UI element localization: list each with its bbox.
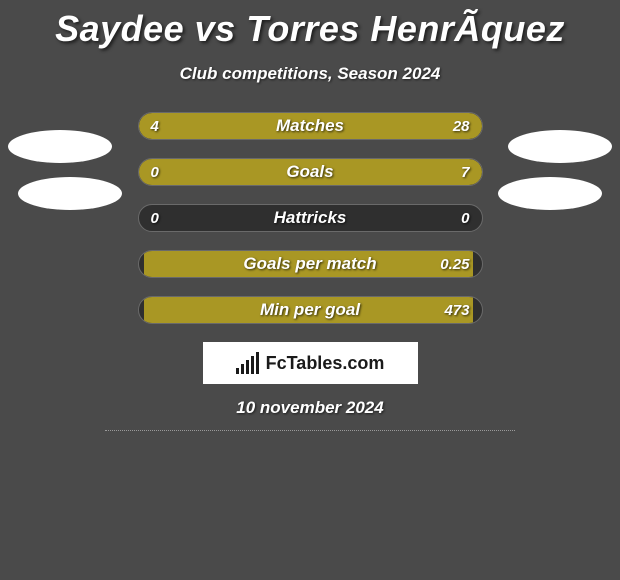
bar-value-left: 4	[151, 113, 159, 139]
comparison-card: Saydee vs Torres HenrÃ­quez Club competi…	[0, 0, 620, 431]
team-right-avatar	[498, 177, 602, 210]
stat-row: Hattricks0 0	[138, 204, 483, 232]
bar-label: Matches	[139, 113, 482, 139]
bar-value-left: 0	[151, 159, 159, 185]
stats-area: Matches428Goals07Hattricks00Goals per ma…	[0, 112, 620, 324]
subtitle: Club competitions, Season 2024	[0, 64, 620, 84]
stat-row: Min per goal473	[138, 296, 483, 324]
stat-row: Goals0 7	[138, 158, 483, 186]
date-label: 10 november 2024	[0, 398, 620, 418]
bar-value-right: 473	[444, 297, 469, 323]
bar-chart-icon	[236, 352, 262, 374]
bar-value-left: 0	[151, 205, 159, 231]
bar-label: Hattricks	[139, 205, 482, 231]
player-right-avatar	[508, 130, 612, 163]
bar-value-right: 0	[461, 205, 469, 231]
bar-label: Goals	[139, 159, 482, 185]
bar-value-right: 7	[461, 159, 469, 185]
bar-value-right: 28	[453, 113, 470, 139]
logo-text: FcTables.com	[266, 353, 385, 374]
bar-label: Min per goal	[139, 297, 482, 323]
bar-value-right: 0.25	[440, 251, 469, 277]
page-title: Saydee vs Torres HenrÃ­quez	[0, 8, 620, 50]
stat-bars: Matches428Goals07Hattricks00Goals per ma…	[138, 112, 483, 324]
stat-row: Matches4 28	[138, 112, 483, 140]
stat-row: Goals per match0.25	[138, 250, 483, 278]
bar-label: Goals per match	[139, 251, 482, 277]
logo-box[interactable]: FcTables.com	[203, 342, 418, 384]
team-left-avatar	[18, 177, 122, 210]
player-left-avatar	[8, 130, 112, 163]
divider	[105, 430, 515, 431]
